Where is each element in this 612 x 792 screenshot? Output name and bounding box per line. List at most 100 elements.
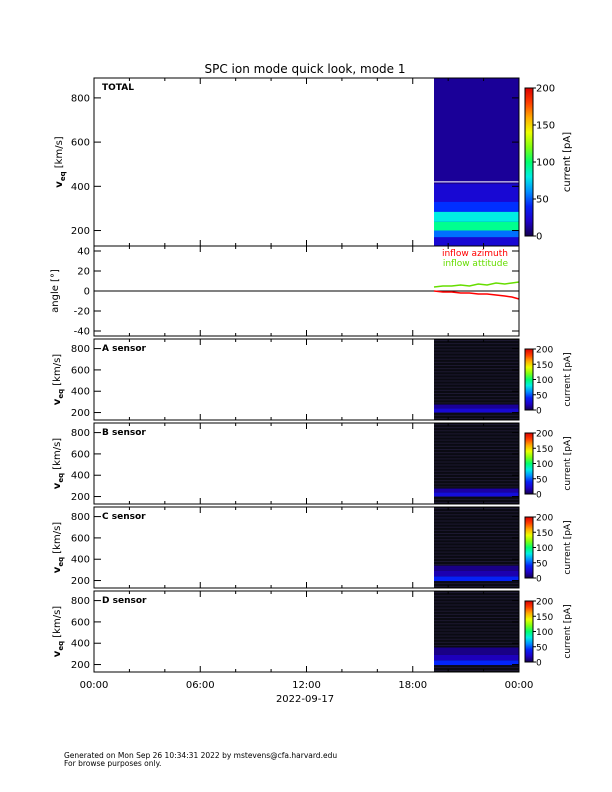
heatmap-band	[434, 488, 519, 493]
y-tick-label: 400	[71, 555, 90, 566]
panel-b-sensor: 0 50 100 150 200 current [pA] B sensor veq [km/…	[52, 422, 573, 505]
heatmap-band	[434, 647, 519, 655]
colorbar-tick-label: 150	[536, 445, 553, 455]
colorbar-tick-label: 200	[536, 84, 555, 95]
colorbar-tick-label: 150	[536, 121, 555, 132]
y-tick-label: 200	[71, 576, 90, 587]
colorbar-label: current [pA]	[563, 520, 573, 574]
figure-title: SPC ion mode quick look, mode 1	[205, 62, 406, 76]
colorbar	[524, 432, 534, 495]
colorbar-tick-label: 50	[536, 195, 549, 206]
heatmap-band	[434, 221, 519, 231]
y-tick-label: 800	[71, 344, 90, 355]
y-tick-label: 200	[71, 660, 90, 671]
colorbar-label: current [pA]	[563, 604, 573, 658]
x-date-label: 2022-09-17	[276, 694, 334, 705]
x-tick-label: 18:00	[398, 680, 427, 691]
footer-browse-note: For browse purposes only.	[64, 759, 162, 768]
colorbar	[524, 516, 534, 579]
colorbar-tick-label: 0	[536, 575, 542, 585]
colorbar-tick-label: 150	[536, 529, 553, 539]
colorbar-tick-label: 200	[536, 430, 553, 440]
heatmap-band	[434, 211, 519, 222]
y-tick-label: 400	[71, 471, 90, 482]
footer-generated: Generated on Mon Sep 26 10:34:31 2022 by…	[64, 751, 338, 760]
heatmap-band	[434, 404, 519, 409]
colorbar-tick-label: 0	[536, 407, 542, 417]
y-tick-label: 0	[84, 287, 90, 298]
y-tick-label: -20	[74, 307, 90, 318]
heatmap-band	[434, 654, 519, 661]
colorbar-tick-label: 100	[536, 544, 553, 554]
panel-c-sensor: 0 50 100 150 200 current [pA] C sensor veq [km/…	[52, 506, 573, 589]
legend-entry: inflow attitude	[443, 259, 509, 269]
colorbar-tick-label: 200	[536, 514, 553, 524]
y-tick-label: 200	[71, 408, 90, 419]
colorbar-label: current [pA]	[563, 352, 573, 406]
x-tick-label: 06:00	[186, 680, 215, 691]
colorbar-tick-label: 100	[536, 628, 553, 638]
y-tick-label: 600	[71, 617, 90, 628]
y-axis-label: veq [km/s]	[52, 606, 65, 657]
panel-label: B sensor	[102, 428, 146, 438]
y-axis-label: veq [km/s]	[54, 136, 67, 187]
y-tick-label: 600	[71, 449, 90, 460]
heatmap-band	[434, 570, 519, 577]
x-tick-label: 12:00	[292, 680, 321, 691]
y-tick-label: 800	[71, 93, 90, 104]
panel-label: A sensor	[102, 344, 147, 354]
legend-entry: inflow azimuth	[442, 249, 508, 259]
colorbar-label: current [pA]	[562, 132, 573, 192]
colorbar-label: current [pA]	[563, 436, 573, 490]
y-tick-label: 800	[71, 428, 90, 439]
panel-a-sensor: 0 50 100 150 200 current [pA] A sensor veq [km/…	[52, 338, 573, 421]
panel-total: 0 50 100 150 200 current [pA] TOTAL veq [km/s] 2…	[54, 77, 573, 247]
colorbar-tick-label: 50	[536, 391, 548, 401]
y-tick-label: 400	[71, 387, 90, 398]
panel-label: C sensor	[102, 512, 146, 522]
colorbar-tick-label: 0	[536, 659, 542, 669]
colorbar	[524, 348, 534, 411]
y-tick-label: 40	[77, 247, 90, 258]
y-tick-label: 200	[71, 226, 90, 237]
panel-label: D sensor	[102, 596, 147, 606]
footer: Generated on Mon Sep 26 10:34:31 2022 by…	[64, 752, 337, 768]
y-tick-label: 200	[71, 492, 90, 503]
y-tick-label: 600	[71, 533, 90, 544]
colorbar-tick-label: 50	[536, 643, 548, 653]
heatmap-band	[434, 78, 519, 185]
heatmap-band	[434, 184, 519, 202]
colorbar-tick-label: 150	[536, 613, 553, 623]
y-axis-label: veq [km/s]	[52, 522, 65, 573]
panel-label: TOTAL	[102, 83, 134, 93]
colorbar-tick-label: 50	[536, 475, 548, 485]
heatmap-band	[434, 565, 519, 571]
y-axis-label: veq [km/s]	[52, 438, 65, 489]
angle-series-2	[433, 281, 520, 288]
colorbar-tick-label: 0	[536, 491, 542, 501]
x-tick-label: 00:00	[505, 680, 534, 691]
heatmap-band	[434, 492, 519, 497]
colorbar-tick-label: 100	[536, 376, 553, 386]
colorbar-tick-label: 200	[536, 598, 553, 608]
y-tick-label: 800	[71, 596, 90, 607]
colorbar-tick-label: 200	[536, 346, 553, 356]
colorbar-tick-label: 100	[536, 460, 553, 470]
y-tick-label: 600	[71, 138, 90, 149]
heatmap-band	[434, 576, 519, 582]
colorbar-tick-label: 50	[536, 559, 548, 569]
colorbar-tick-label: 150	[536, 361, 553, 371]
colorbar-tick-label: 0	[536, 232, 542, 243]
panel-d-sensor: 0 50 100 150 200 current [pA] D sensor veq [km/…	[52, 590, 573, 673]
colorbar-tick-label: 100	[536, 158, 555, 169]
heatmap-band	[434, 660, 519, 666]
y-tick-label: -40	[74, 327, 90, 338]
y-axis-label: veq [km/s]	[52, 354, 65, 405]
y-tick-label: 20	[77, 267, 90, 278]
heatmap-band	[434, 408, 519, 413]
colorbar	[524, 87, 534, 237]
x-tick-label: 00:00	[80, 680, 109, 691]
heatmap-band	[434, 230, 519, 238]
